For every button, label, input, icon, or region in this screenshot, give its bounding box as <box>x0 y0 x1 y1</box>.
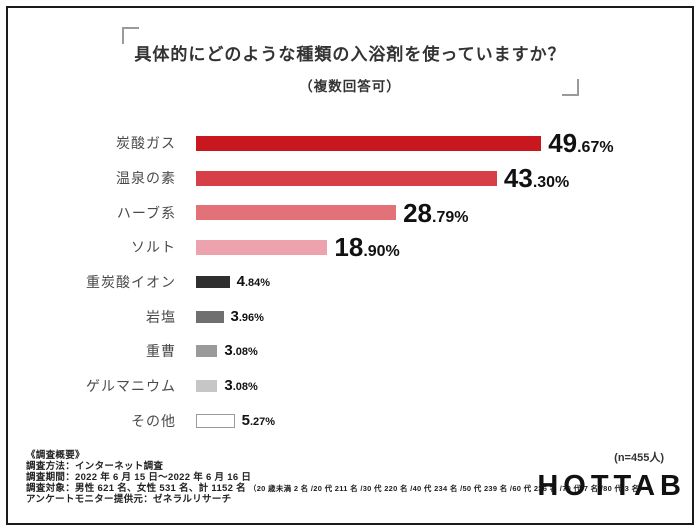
category-label: その他 <box>131 412 176 429</box>
category-label: 岩塩 <box>146 308 176 325</box>
bar <box>196 135 542 151</box>
bar <box>196 239 328 255</box>
value-label: 3.96% <box>230 307 264 325</box>
survey-subjects-detail: （20 歳未満 2 名 /20 代 211 名 /30 代 220 名 /40 … <box>248 484 648 493</box>
survey-period: 調査期間：2022 年 6 月 15 日～2022 年 6 月 16 日 <box>26 472 252 483</box>
value-label: 3.08% <box>224 377 258 395</box>
category-label: ハーブ系 <box>116 204 176 221</box>
bar <box>196 276 230 289</box>
bar-row: ソルト 18.90% <box>8 230 668 265</box>
survey-provider: アンケートモニター提供元：ゼネラルリサーチ <box>26 494 232 505</box>
category-label: 重炭酸イオン <box>86 274 176 291</box>
survey-subjects: 調査対象：男性 621 名、女性 531 名、計 1152 名 （20 歳未満 … <box>26 483 647 494</box>
bar <box>196 345 218 358</box>
category-label: 温泉の素 <box>116 170 176 187</box>
category-label: ゲルマニウム <box>86 378 176 395</box>
bar-row: 温泉の素 43.30% <box>8 161 668 196</box>
survey-method: 調査方法：インターネット調査 <box>26 461 164 472</box>
bar <box>196 170 497 186</box>
bar-row: 炭酸ガス 49.67% <box>8 126 668 161</box>
bar <box>196 310 224 323</box>
survey-subjects-main: 調査対象：男性 621 名、女性 531 名、計 1152 名 <box>26 483 246 494</box>
value-label: 5.27% <box>241 411 276 429</box>
title-corner-bracket-top-left <box>122 27 139 44</box>
bar-row: 重炭酸イオン 4.84% <box>8 265 668 300</box>
bar <box>196 380 218 393</box>
bar <box>196 205 397 221</box>
value-label: 3.08% <box>224 342 258 360</box>
bar-chart: 炭酸ガス 49.67% 温泉の素 43.30% ハーブ系 28.79% ソルト 18.90% 重… <box>8 126 668 438</box>
chart-header: 具体的にどのような種類の入浴剤を使っていますか？ （複数回答可） <box>0 40 700 95</box>
chart-subtitle: （複数回答可） <box>299 79 401 94</box>
survey-overview: 《調査概要》 調査方法：インターネット調査 調査期間：2022 年 6 月 15… <box>26 450 647 505</box>
bar-row: その他 5.27% <box>8 404 668 439</box>
chart-title: 具体的にどのような種類の入浴剤を使っていますか？ <box>134 45 566 64</box>
survey-heading: 《調査概要》 <box>26 450 85 461</box>
value-label: 4.84% <box>236 273 271 291</box>
category-label: ソルト <box>131 239 176 256</box>
hottab-logo: HOTTAB <box>537 470 686 502</box>
bar <box>196 413 235 428</box>
category-label: 重曹 <box>146 343 176 360</box>
value-label: 43.30% <box>503 163 570 194</box>
bar-row: ハーブ系 28.79% <box>8 195 668 230</box>
bar-row: ゲルマニウム 3.08% <box>8 369 668 404</box>
value-label: 18.90% <box>334 232 400 263</box>
bar-row: 岩塩 3.96% <box>8 299 668 334</box>
value-label: 28.79% <box>403 197 469 228</box>
value-label: 49.67% <box>548 128 614 159</box>
bar-row: 重曹 3.08% <box>8 334 668 369</box>
title-corner-bracket-bottom-right <box>562 79 579 96</box>
sample-size-label: (n=455人) <box>614 452 664 464</box>
category-label: 炭酸ガス <box>116 135 176 152</box>
